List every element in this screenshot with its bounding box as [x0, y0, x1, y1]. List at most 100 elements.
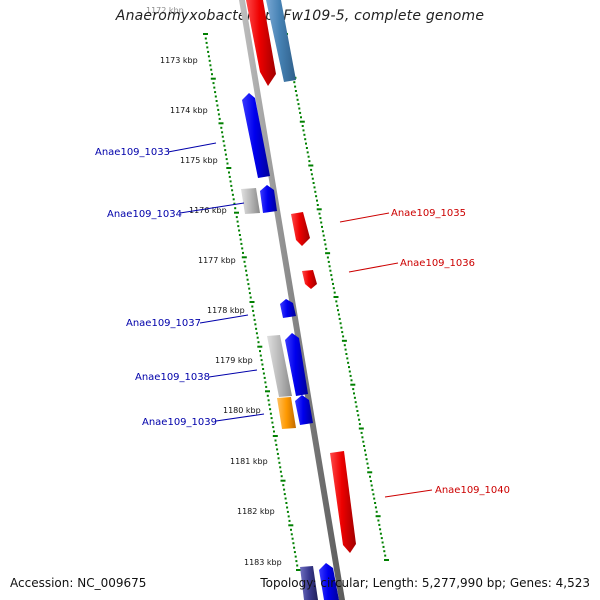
scale-minor-tick	[231, 193, 234, 196]
kbp-label: 1183 kbp	[244, 558, 282, 567]
scale-minor-tick	[346, 357, 349, 360]
kbp-label: 1176 kbp	[189, 206, 227, 215]
scale-minor-tick	[316, 199, 318, 202]
scale-minor-tick	[353, 392, 355, 395]
gene-anae109-1033[interactable]	[242, 93, 270, 178]
scale-minor-tick	[377, 519, 380, 522]
scale-minor-tick	[283, 493, 286, 496]
scale-minor-tick	[232, 198, 235, 201]
gene-anae109-1039[interactable]	[295, 395, 313, 425]
scale-minor-tick	[207, 50, 210, 53]
scale-minor-tick	[206, 46, 209, 49]
gene-anae109-1036[interactable]	[302, 270, 317, 289]
leader-line	[384, 489, 433, 498]
scale-minor-tick	[332, 282, 334, 285]
scale-minor-tick	[292, 542, 295, 545]
scale-minor-tick	[340, 326, 343, 329]
gene-anae109-1034-pseudo[interactable]	[241, 188, 260, 214]
scale-minor-tick	[248, 287, 251, 290]
scale-minor-tick	[366, 462, 369, 465]
scale-minor-tick	[378, 523, 381, 526]
gene-label-anae109-1033[interactable]: Anae109_1033	[95, 147, 170, 158]
scale-major-tick	[350, 383, 356, 386]
scale-minor-tick	[314, 190, 317, 193]
scale-minor-tick	[205, 41, 208, 44]
topology-text: Topology: circular; Length: 5,277,990 bp…	[260, 576, 590, 590]
scale-minor-tick	[244, 265, 247, 268]
gene-forward[interactable]	[319, 563, 339, 600]
scale-minor-tick	[379, 528, 382, 531]
scale-minor-tick	[225, 158, 228, 161]
scale-minor-tick	[248, 292, 251, 295]
scale-minor-tick	[358, 418, 361, 421]
gene-features[interactable]	[241, 0, 356, 600]
scale-minor-tick	[213, 86, 216, 89]
gene-anae109-1037[interactable]	[280, 299, 296, 318]
scale-minor-tick	[294, 85, 297, 88]
scale-minor-tick	[273, 430, 275, 433]
gene-label-anae109-1037[interactable]: Anae109_1037	[126, 318, 201, 329]
scale-minor-tick	[342, 335, 345, 338]
gene-anae109-1035[interactable]	[291, 212, 310, 246]
scale-minor-tick	[269, 408, 272, 411]
scale-minor-tick	[383, 550, 386, 553]
gene-label-anae109-1036[interactable]: Anae109_1036	[400, 258, 475, 269]
gene-anae109-1039-rna[interactable]	[277, 397, 296, 429]
scale-minor-tick	[266, 394, 269, 397]
scale-minor-tick	[245, 269, 248, 272]
scale-minor-tick	[286, 506, 289, 509]
scale-minor-tick	[284, 497, 287, 500]
scale-minor-tick	[321, 225, 323, 228]
scale-minor-tick	[375, 510, 378, 513]
scale-minor-tick	[294, 90, 297, 92]
leader-line	[199, 314, 249, 324]
scale-minor-tick	[237, 225, 240, 228]
leader-line	[179, 202, 245, 214]
scale-minor-tick	[288, 519, 291, 522]
gene-reverse-navy[interactable]	[300, 566, 318, 600]
leader-line	[215, 413, 265, 422]
gene-label-anae109-1040[interactable]: Anae109_1040	[435, 485, 510, 496]
scale-minor-tick	[300, 116, 302, 119]
kbp-label: 1178 kbp	[207, 306, 245, 315]
gene-anae109-1038-pseudo[interactable]	[267, 335, 292, 397]
gene-label-anae109-1038[interactable]: Anae109_1038	[135, 372, 210, 383]
scale-minor-tick	[323, 239, 326, 241]
gene-label-anae109-1035[interactable]: Anae109_1035	[391, 208, 466, 219]
scale-minor-tick	[341, 331, 344, 334]
scale-minor-tick	[234, 207, 237, 210]
scale-minor-tick	[356, 410, 359, 412]
scale-minor-tick	[302, 129, 305, 132]
scale-major-tick	[288, 524, 294, 527]
scale-minor-tick	[257, 341, 260, 344]
scale-minor-tick	[294, 555, 297, 558]
scale-minor-tick	[278, 461, 281, 464]
scale-minor-tick	[272, 426, 275, 429]
scale-minor-tick	[256, 336, 259, 339]
scale-minor-tick	[265, 385, 268, 388]
scale-minor-tick	[305, 142, 307, 145]
scale-minor-tick	[367, 466, 370, 469]
gene-label-anae109-1039[interactable]: Anae109_1039	[142, 417, 217, 428]
scale-major-tick	[257, 345, 263, 348]
scale-minor-tick	[223, 144, 226, 147]
scale-minor-tick	[252, 314, 255, 317]
scale-minor-tick	[369, 480, 372, 483]
scale-minor-tick	[283, 488, 286, 491]
gene-anae109-1034[interactable]	[260, 185, 277, 213]
scale-minor-tick	[344, 348, 347, 351]
scale-minor-tick	[306, 151, 309, 154]
kbp-label: 1173 kbp	[160, 56, 198, 65]
scale-major-tick	[308, 164, 314, 167]
gene-label-anae109-1034[interactable]: Anae109_1034	[107, 209, 182, 220]
gene-forward-light[interactable]	[266, 0, 296, 82]
gene-anae109-1038[interactable]	[285, 333, 308, 396]
gene-anae109-1040[interactable]	[330, 451, 356, 553]
scale-major-tick	[325, 252, 331, 255]
scale-major-tick	[384, 559, 389, 561]
kbp-scale-labels: 1172 kbp 1173 kbp 1174 kbp 1175 kbp 1176…	[146, 6, 282, 567]
scale-minor-tick	[380, 537, 383, 540]
gene-reverse[interactable]	[246, 0, 276, 86]
scale-minor-tick	[262, 372, 265, 375]
